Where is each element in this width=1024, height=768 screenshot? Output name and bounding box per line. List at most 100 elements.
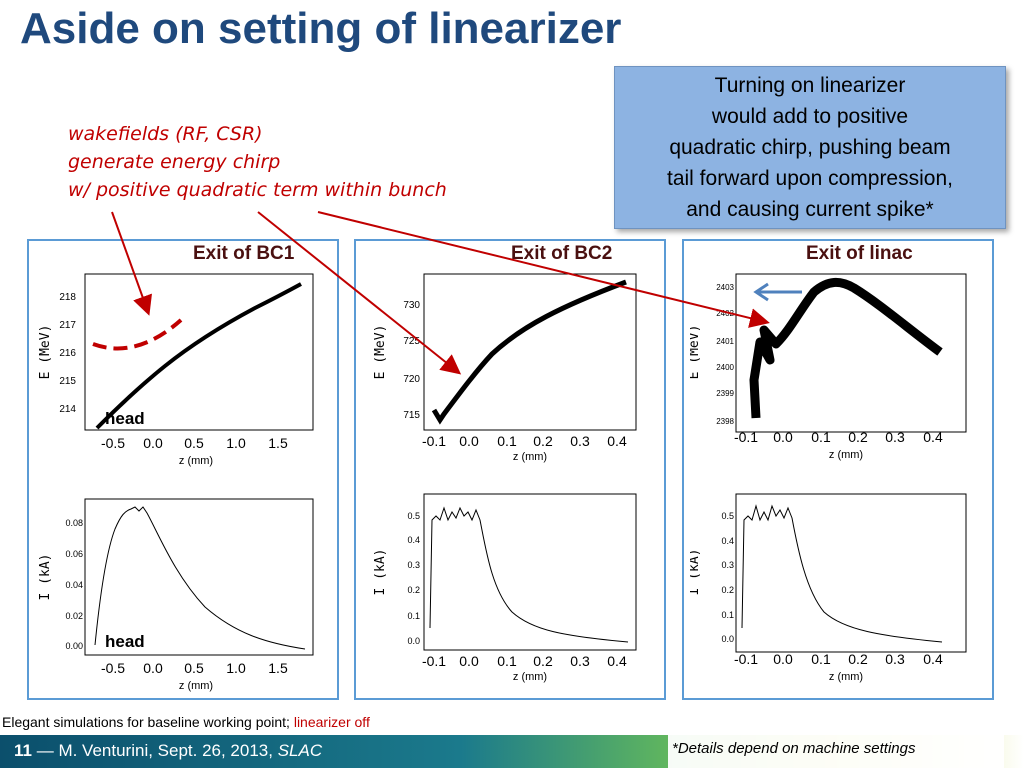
y-tick-label: 0.0	[721, 634, 734, 644]
x-tick-label: 0.5	[184, 435, 204, 451]
x-tick-label: 0.1	[811, 429, 831, 445]
y-tick-label: 0.0	[407, 636, 420, 646]
current-curve	[741, 504, 943, 643]
arrow-to-bc1	[111, 211, 152, 316]
footer-text: 11 — M. Venturini, Sept. 26, 2013, SLAC	[14, 741, 322, 761]
x-tick-label: 1.5	[268, 660, 288, 676]
y-tick-label: 0.5	[721, 511, 734, 521]
footer-author: M. Venturini, Sept. 26, 2013,	[58, 741, 278, 760]
details-note: *Details depend on machine settings	[672, 740, 916, 757]
x-tick-label: 1.5	[268, 435, 288, 451]
x-tick-label: 0.2	[533, 653, 553, 669]
y-tick-label: 2403	[716, 283, 734, 292]
x-tick-label: 0.0	[459, 433, 479, 449]
caption: Elegant simulations for baseline working…	[2, 714, 370, 730]
y-tick-label: 215	[59, 376, 76, 387]
x-tick-label: -0.1	[422, 433, 446, 449]
x-tick-label: 0.0	[773, 429, 793, 445]
x-axis-label: z (mm)	[513, 451, 547, 463]
x-tick-label: -0.1	[734, 651, 758, 667]
note-line: would add to positive	[711, 105, 909, 128]
x-tick-label: 0.1	[811, 651, 831, 667]
panel-title-bc2: Exit of BC2	[511, 243, 613, 264]
y-tick-label: 0.4	[721, 536, 734, 546]
y-tick-label: 217	[59, 320, 76, 331]
y-tick-label: 0.1	[407, 611, 420, 621]
energy-plot-bc2: E (MeV) 715 720 725 730 -0.1 0.0 0.1 0.2…	[373, 273, 637, 463]
y-tick-label: 0.4	[407, 535, 420, 545]
y-tick-label: 218	[59, 292, 76, 303]
y-tick-label: 2402	[716, 309, 734, 318]
wakefield-annotation: wakefields (RF, CSR) generate energy chi…	[68, 120, 447, 204]
y-tick-label: 2401	[716, 337, 734, 346]
note-line: Turning on linearizer	[714, 74, 906, 97]
note-line: tail forward upon compression,	[667, 167, 953, 190]
x-tick-label: 0.3	[570, 433, 590, 449]
head-label: head	[105, 632, 145, 651]
plot-frame	[423, 273, 637, 431]
y-tick-label: 216	[59, 348, 76, 359]
panel-title-linac: Exit of linac	[806, 243, 913, 264]
current-plot-bc2: I (kA) 0.0 0.1 0.2 0.3 0.4 0.5 -0.1 0.0 …	[373, 493, 637, 683]
energy-curve	[431, 279, 627, 425]
energy-plot-bc1: E (MeV) 214 215 216 217 218 -0.5 0.0 0.5…	[38, 273, 314, 467]
x-tick-label: 0.0	[773, 651, 793, 667]
x-tick-label: -0.5	[101, 660, 125, 676]
note-line: and causing current spike*	[686, 198, 934, 221]
x-tick-label: 0.1	[497, 433, 517, 449]
y-tick-label: 2398	[716, 417, 734, 426]
panel-bc1	[27, 239, 339, 700]
x-tick-label: 0.2	[848, 651, 868, 667]
y-tick-label: 0.2	[721, 585, 734, 595]
y-tick-label: 0.1	[721, 610, 734, 620]
quadratic-highlight	[92, 318, 183, 351]
x-axis-label: z (mm)	[829, 449, 863, 461]
y-tick-label: 720	[403, 374, 420, 385]
arrow-to-linac	[317, 211, 770, 328]
y-axis-label: E (MeV)	[690, 325, 702, 380]
page-number: 11	[14, 741, 32, 760]
head-label: head	[105, 409, 145, 428]
y-tick-label: 214	[59, 404, 76, 415]
y-tick-label: 0.3	[721, 560, 734, 570]
x-tick-label: 0.0	[459, 653, 479, 669]
x-tick-label: 0.4	[607, 433, 627, 449]
current-curve	[429, 506, 629, 643]
arrow-to-bc2	[257, 211, 462, 375]
plot-frame	[84, 498, 314, 656]
x-axis-label: z (mm)	[829, 671, 863, 683]
x-tick-label: 0.4	[607, 653, 627, 669]
x-tick-label: 1.0	[226, 660, 246, 676]
plot-frame	[735, 493, 967, 653]
current-plot-bc1: I (kA) 0.00 0.02 0.04 0.06 0.08 -0.5 0.0…	[38, 498, 314, 692]
y-tick-label: 725	[403, 336, 420, 347]
energy-plot-linac: E (MeV) 2398 2399 2400 2401 2402 2403 -0…	[690, 273, 967, 461]
x-tick-label: -0.1	[422, 653, 446, 669]
x-tick-label: 0.0	[143, 435, 163, 451]
slide-title: Aside on setting of linearizer	[20, 4, 622, 53]
y-axis-label: E (MeV)	[38, 325, 53, 380]
y-axis-label: I (kA)	[38, 554, 53, 601]
y-tick-label: 0.3	[407, 560, 420, 570]
y-tick-label: 0.00	[65, 641, 83, 651]
annotation-line: w/ positive quadratic term within bunch	[68, 179, 447, 201]
caption-highlight: linearizer off	[293, 714, 370, 730]
arrow-left-icon-head	[753, 282, 769, 302]
current-plot-linac: I (kA) 0.0 0.1 0.2 0.3 0.4 0.5 -0.1 0.0 …	[690, 493, 967, 683]
x-tick-label: 0.4	[923, 651, 943, 667]
y-tick-label: 0.2	[407, 585, 420, 595]
x-tick-label: -0.5	[101, 435, 125, 451]
y-tick-label: 0.06	[65, 549, 83, 559]
plot-frame	[735, 273, 967, 433]
panel-title-bc1: Exit of BC1	[193, 243, 295, 264]
footer-dash: —	[36, 741, 54, 760]
y-tick-label: 0.04	[65, 580, 83, 590]
panel-linac	[682, 239, 994, 700]
annotation-line: generate energy chirp	[68, 151, 281, 173]
note-line: quadratic chirp, pushing beam	[669, 136, 951, 159]
y-tick-label: 0.02	[65, 611, 83, 621]
y-tick-label: 730	[403, 300, 420, 311]
linearizer-note-box: Turning on linearizer would add to posit…	[614, 66, 1006, 229]
x-tick-label: 0.2	[848, 429, 868, 445]
